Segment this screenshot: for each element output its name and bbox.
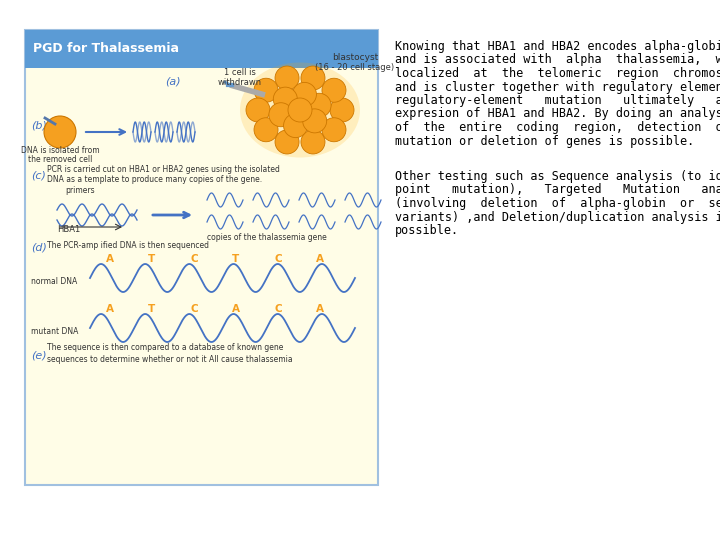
Text: normal DNA: normal DNA bbox=[31, 278, 77, 287]
Text: T: T bbox=[148, 254, 156, 264]
Circle shape bbox=[246, 98, 270, 122]
Text: (c): (c) bbox=[31, 170, 46, 180]
Text: A: A bbox=[232, 304, 240, 314]
Text: blastocyst: blastocyst bbox=[332, 53, 378, 62]
Text: localized  at  the  telomeric  region  chromosome  16: localized at the telomeric region chromo… bbox=[395, 67, 720, 80]
Circle shape bbox=[322, 118, 346, 141]
Circle shape bbox=[274, 87, 297, 111]
Text: (a): (a) bbox=[165, 77, 181, 87]
Text: sequences to determine whether or not it All cause thalassemia: sequences to determine whether or not it… bbox=[47, 355, 292, 364]
Text: Knowing that HBA1 and HBA2 encodes alpha-globin: Knowing that HBA1 and HBA2 encodes alpha… bbox=[395, 40, 720, 53]
Text: expresion of HBA1 and HBA2. By doing an analysis: expresion of HBA1 and HBA2. By doing an … bbox=[395, 107, 720, 120]
Circle shape bbox=[292, 83, 316, 106]
Text: the removed cell: the removed cell bbox=[28, 155, 92, 164]
Text: of  the  entire  coding  region,  detection  of  the: of the entire coding region, detection o… bbox=[395, 121, 720, 134]
Text: primers: primers bbox=[65, 186, 94, 195]
Circle shape bbox=[275, 130, 299, 154]
Text: (b): (b) bbox=[31, 120, 47, 130]
Circle shape bbox=[301, 130, 325, 154]
Text: 1 cell is: 1 cell is bbox=[224, 68, 256, 77]
Text: (16 - 20 cell stage): (16 - 20 cell stage) bbox=[315, 63, 395, 72]
Text: The sequence is then compared to a database of known gene: The sequence is then compared to a datab… bbox=[47, 343, 284, 352]
Text: A: A bbox=[316, 254, 324, 264]
Circle shape bbox=[44, 116, 76, 148]
Circle shape bbox=[284, 113, 307, 138]
Text: DNA is isolated from: DNA is isolated from bbox=[21, 146, 99, 155]
Text: and is cluster together with regulatory element. All: and is cluster together with regulatory … bbox=[395, 80, 720, 93]
Circle shape bbox=[275, 66, 299, 90]
Text: T: T bbox=[148, 304, 156, 314]
Text: (d): (d) bbox=[31, 243, 47, 253]
Text: mutation or deletion of genes is possible.: mutation or deletion of genes is possibl… bbox=[395, 134, 694, 147]
Text: PCR is carried cut on HBA1 or HBA2 genes using the isolated: PCR is carried cut on HBA1 or HBA2 genes… bbox=[47, 165, 280, 174]
Text: C: C bbox=[274, 304, 282, 314]
Circle shape bbox=[322, 78, 346, 102]
Circle shape bbox=[269, 103, 293, 127]
Circle shape bbox=[302, 109, 327, 133]
Circle shape bbox=[254, 118, 278, 141]
Text: C: C bbox=[190, 254, 198, 264]
Text: point   mutation),   Targeted   Mutation   analysis: point mutation), Targeted Mutation analy… bbox=[395, 184, 720, 197]
Circle shape bbox=[301, 66, 325, 90]
Circle shape bbox=[288, 98, 312, 122]
Text: A: A bbox=[106, 304, 114, 314]
Ellipse shape bbox=[240, 63, 360, 158]
Text: variants) ,and Deletion/duplication analysis is also: variants) ,and Deletion/duplication anal… bbox=[395, 211, 720, 224]
Text: A: A bbox=[316, 304, 324, 314]
Text: (involving  deletion  of  alpha-globin  or  sequence: (involving deletion of alpha-globin or s… bbox=[395, 197, 720, 210]
Text: PGD for Thalassemia: PGD for Thalassemia bbox=[33, 43, 179, 56]
Text: (e): (e) bbox=[31, 350, 47, 360]
Text: DNA as a template to produce many copies of the gene.: DNA as a template to produce many copies… bbox=[47, 175, 262, 184]
Text: The PCR-amp ified DNA is then sequenced: The PCR-amp ified DNA is then sequenced bbox=[47, 241, 209, 250]
Text: C: C bbox=[190, 304, 198, 314]
Text: and is associated with  alpha  thalassemia,  whom  is: and is associated with alpha thalassemia… bbox=[395, 53, 720, 66]
Circle shape bbox=[307, 93, 331, 117]
Bar bbox=[25, 30, 378, 485]
Text: A: A bbox=[106, 254, 114, 264]
Text: T: T bbox=[233, 254, 240, 264]
Bar bbox=[25, 30, 378, 68]
Circle shape bbox=[254, 78, 278, 102]
Circle shape bbox=[330, 98, 354, 122]
Text: withdrawn: withdrawn bbox=[218, 78, 262, 87]
Text: regulatory-element   mutation   ultimately   alter: regulatory-element mutation ultimately a… bbox=[395, 94, 720, 107]
Text: mutant DNA: mutant DNA bbox=[31, 327, 78, 336]
Text: Other testing such as Sequence analysis (to identify: Other testing such as Sequence analysis … bbox=[395, 170, 720, 183]
Text: C: C bbox=[274, 254, 282, 264]
Text: possible.: possible. bbox=[395, 224, 459, 237]
Text: HBA1: HBA1 bbox=[57, 225, 80, 234]
Text: copies of the thalassemia gene: copies of the thalassemia gene bbox=[207, 233, 327, 242]
